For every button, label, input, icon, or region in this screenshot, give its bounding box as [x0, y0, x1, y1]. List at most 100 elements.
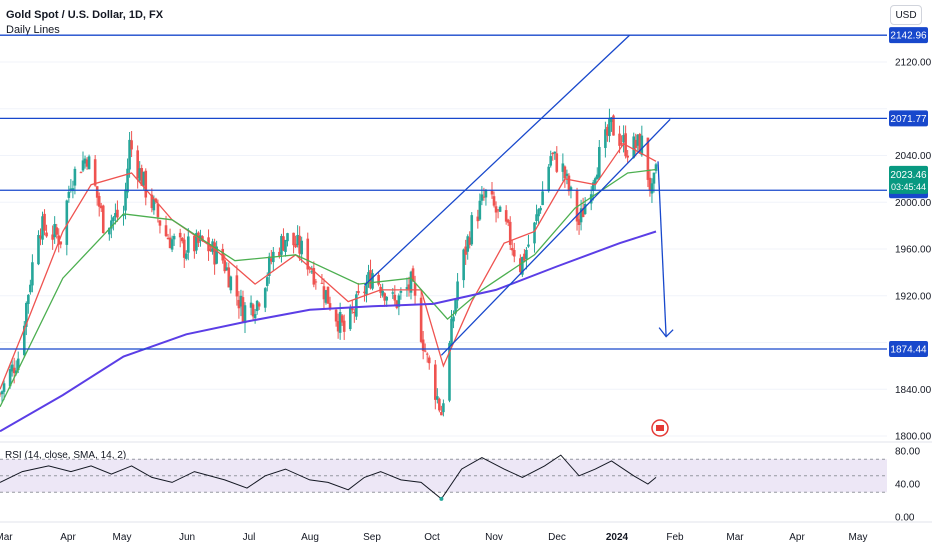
time-axis-tick: Feb	[666, 532, 684, 543]
candle-body	[201, 236, 204, 241]
time-axis-tick: Jun	[179, 532, 195, 543]
candle-body	[385, 296, 389, 301]
price-axis-tick: 2040.00	[895, 151, 932, 162]
candle-body	[193, 235, 196, 252]
price-axis-tick: 1840.00	[895, 385, 932, 396]
candle-body	[8, 369, 12, 387]
event-flag-icon[interactable]	[651, 419, 669, 437]
candle-body	[442, 403, 445, 413]
candle-body	[45, 232, 48, 237]
candle-body	[170, 239, 174, 250]
candle-body	[561, 163, 565, 172]
time-axis-tick: Sep	[363, 532, 381, 543]
candle-body	[31, 262, 34, 286]
candle-body	[367, 272, 370, 282]
candle-body	[598, 147, 601, 178]
candle-body	[251, 304, 255, 317]
candle-body	[215, 246, 218, 264]
candle-body	[270, 258, 273, 262]
candle-body	[180, 237, 184, 242]
candle-body	[182, 239, 186, 258]
candle-body	[468, 237, 472, 245]
candle-body	[168, 237, 172, 249]
candle-body	[81, 160, 85, 171]
candle-body	[298, 235, 301, 254]
level-tag	[889, 110, 928, 127]
candle-body	[454, 299, 457, 314]
candle-body	[59, 241, 63, 245]
candle-body	[391, 292, 395, 294]
candle-body	[436, 396, 439, 400]
candle-body	[650, 183, 654, 194]
rsi-oversold-mark	[439, 496, 444, 501]
candle-body	[110, 220, 113, 229]
candle-body	[25, 302, 28, 327]
rsi-axis-tick: 80.00	[895, 447, 920, 458]
candle-body	[108, 227, 111, 235]
chart-title: Gold Spot / U.S. Dollar, 1D, FX	[6, 9, 164, 21]
candle-body	[57, 235, 61, 245]
candle-body	[243, 305, 247, 324]
candle-body	[12, 367, 16, 374]
candle-body	[340, 315, 344, 323]
ma-line-slow	[0, 230, 657, 433]
candle-body	[51, 234, 54, 240]
candle-body	[626, 155, 629, 158]
candle-body	[521, 256, 524, 275]
price-axis-tick: 1960.00	[895, 245, 932, 256]
candle-body	[140, 168, 144, 186]
candle-body	[466, 236, 470, 252]
candle-body	[138, 168, 142, 181]
candle-body	[178, 232, 182, 238]
candle-body	[308, 268, 312, 270]
level-tag-label: 1874.44	[890, 344, 927, 355]
candle-body	[152, 199, 156, 211]
candle-body	[53, 223, 56, 238]
candle-body	[294, 243, 297, 248]
chart-subtitle: Daily Lines	[6, 24, 60, 36]
rsi-title: RSI (14, close, SMA, 14, 2)	[5, 450, 127, 461]
candle-body	[184, 253, 188, 259]
candle-body	[221, 248, 225, 261]
candle-body	[549, 156, 553, 166]
candle-body	[456, 281, 459, 301]
candle-body	[506, 219, 510, 223]
candle-body	[93, 159, 97, 186]
price-axis-tick: 1920.00	[895, 291, 932, 302]
trend-line-lower	[440, 118, 671, 356]
candle-body	[581, 208, 585, 218]
time-axis-tick: Apr	[60, 532, 76, 543]
candle-body	[286, 233, 289, 242]
candle-body	[608, 118, 611, 137]
candle-body	[411, 268, 415, 282]
candle-body	[496, 209, 500, 211]
time-axis-tick: Dec	[548, 532, 566, 543]
candle-body	[65, 200, 69, 245]
candle-body	[547, 166, 550, 192]
candle-body	[284, 239, 287, 252]
candle-body	[253, 314, 257, 319]
candle-body	[591, 182, 595, 191]
candle-body	[357, 290, 360, 294]
candle-body	[646, 137, 650, 180]
candle-body	[448, 343, 451, 401]
candle-body	[565, 173, 569, 176]
ma-line-fast	[0, 142, 657, 390]
candle-body	[519, 258, 522, 273]
candle-body	[225, 267, 229, 271]
candle-body	[71, 188, 75, 191]
candle-body	[41, 216, 44, 240]
candle-body	[636, 134, 640, 146]
level-tag-label: 2142.96	[890, 31, 927, 42]
candle-body	[87, 156, 91, 170]
candle-body	[381, 290, 384, 296]
candle-body	[494, 206, 498, 213]
candle-body	[634, 139, 638, 148]
currency-selector[interactable]: USD	[890, 5, 922, 25]
candle-body	[423, 350, 427, 352]
candle-body	[22, 325, 26, 356]
candle-body	[569, 187, 573, 191]
candle-body	[606, 126, 609, 136]
candle-body	[95, 186, 99, 198]
